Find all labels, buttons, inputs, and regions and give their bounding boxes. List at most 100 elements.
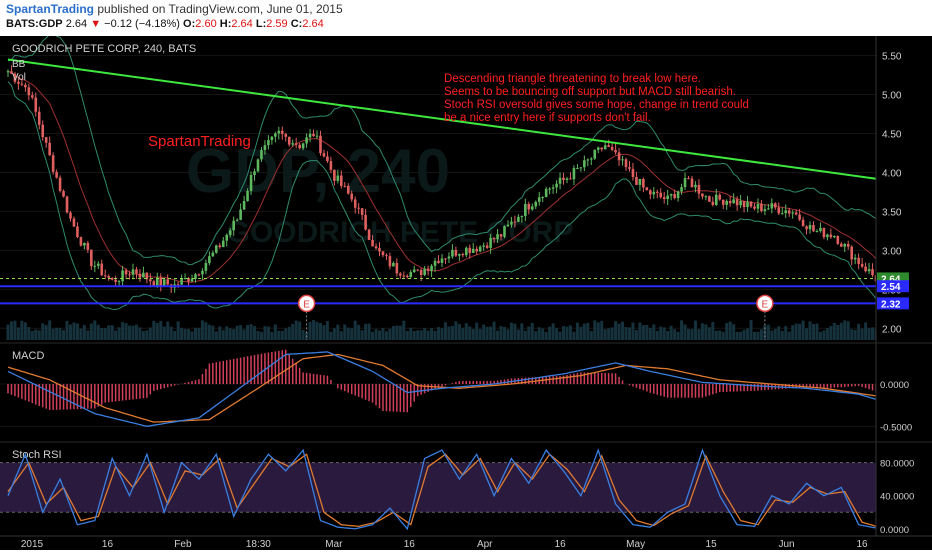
volume-bar — [329, 331, 333, 340]
candle-body — [440, 258, 444, 263]
candle-body — [499, 234, 503, 237]
candle-body — [544, 188, 548, 198]
volume-bar — [572, 331, 576, 340]
author-link[interactable]: SpartanTrading — [6, 2, 95, 16]
annotation-line-2: Seems to be bouncing off support but MAC… — [444, 86, 736, 98]
volume-bar — [496, 330, 500, 340]
volume-bar — [645, 324, 649, 340]
bb-indicator-label[interactable]: BB — [12, 59, 26, 70]
candle-body — [367, 229, 371, 240]
volume-bar — [152, 320, 156, 340]
candle-body — [742, 201, 746, 208]
candle-body — [666, 195, 669, 200]
volume-bar — [530, 322, 534, 340]
volume-bar — [253, 326, 257, 340]
candle-body — [242, 201, 246, 210]
candle-body — [475, 248, 479, 252]
candle-body — [753, 206, 756, 209]
volume-bar — [617, 323, 621, 340]
candle-body — [124, 270, 128, 275]
price-axis: 5.505.004.504.003.503.002.502.002.642.54… — [875, 36, 932, 550]
candle-body — [714, 194, 718, 205]
volume-bar — [23, 322, 27, 340]
time-axis-bg — [0, 536, 932, 550]
volume-bar — [37, 330, 41, 340]
chart-canvas[interactable]: GDP, 240 GOODRICH PETE CORP GOODRICH PET… — [0, 33, 932, 550]
volume-bar — [221, 330, 225, 340]
volume-bar — [707, 327, 711, 340]
candle-body — [423, 268, 426, 276]
time-tick-label: Jun — [778, 539, 794, 550]
volume-bar — [634, 329, 638, 340]
time-axis[interactable]: 2015 16 Feb 18:30 Mar 16 Apr 16 May 15 Jun 16 — [0, 535, 932, 550]
candle-body — [17, 81, 20, 84]
candle-body — [319, 135, 322, 154]
macd-title[interactable]: MACD — [12, 350, 44, 362]
candle-body — [96, 263, 100, 266]
candle-body — [777, 207, 781, 214]
volume-bar — [350, 328, 354, 340]
candle-body — [631, 168, 635, 178]
candle-body — [69, 212, 72, 219]
volume-bar — [298, 321, 302, 340]
volume-bar — [627, 327, 631, 340]
candle-body — [624, 159, 628, 168]
candle-body — [839, 243, 843, 247]
volume-bar — [103, 327, 107, 340]
candle-body — [478, 246, 482, 252]
volume-bar — [621, 321, 625, 340]
candle-body — [614, 149, 617, 153]
candle-body — [492, 237, 496, 240]
quote-line: BATS:GDP 2.64 ▼ −0.12 (−4.18%) O:2.60 H:… — [6, 18, 324, 30]
volume-bar — [374, 329, 378, 340]
volume-bar — [30, 330, 34, 340]
earnings-label: E — [762, 299, 769, 310]
candle-body — [527, 204, 531, 210]
volume-bar — [75, 323, 79, 340]
volume-bar — [534, 331, 538, 340]
candle-body — [20, 83, 24, 85]
candle-body — [90, 249, 93, 267]
price-tag — [877, 280, 909, 293]
volume-bar — [266, 326, 270, 340]
volume-bar — [475, 322, 479, 340]
volume-bar — [89, 323, 93, 340]
volume-bar — [607, 328, 611, 340]
volume-bar — [225, 326, 229, 340]
volume-bar — [860, 328, 864, 340]
candle-body — [34, 97, 38, 112]
price-tick-label: 4.50 — [882, 130, 902, 141]
volume-bar — [162, 326, 166, 340]
volume-bar — [58, 328, 62, 340]
low-value: 2.59 — [266, 18, 288, 30]
volume-bar — [128, 325, 132, 340]
volume-bar — [846, 321, 850, 340]
volume-bar — [818, 331, 822, 340]
candle-body — [694, 184, 697, 188]
time-tick-label: Feb — [174, 539, 192, 550]
volume-bar — [176, 321, 180, 340]
volume-bar — [357, 324, 361, 340]
stoch-title[interactable]: Stoch RSI — [12, 449, 62, 461]
volume-bar — [586, 322, 590, 340]
volume-bar — [138, 327, 142, 340]
candle-body — [346, 185, 350, 194]
candle-body — [569, 178, 572, 180]
price-tag-label: 2.32 — [881, 299, 901, 310]
candle-body — [503, 226, 506, 237]
volume-bar — [558, 331, 562, 340]
candle-body — [600, 147, 604, 150]
volume-bar — [516, 329, 520, 340]
stoch-band — [0, 462, 876, 513]
volume-bar — [711, 321, 715, 340]
volume-bar — [478, 328, 482, 340]
candle-body — [232, 220, 235, 231]
volume-bar — [562, 326, 566, 340]
candle-body — [301, 143, 305, 149]
volume-bar — [246, 324, 250, 340]
candle-body — [218, 245, 222, 248]
candle-body — [187, 277, 190, 282]
candle-body — [204, 263, 208, 271]
volume-bar — [610, 327, 614, 340]
vol-indicator-label[interactable]: Vol — [12, 72, 26, 83]
